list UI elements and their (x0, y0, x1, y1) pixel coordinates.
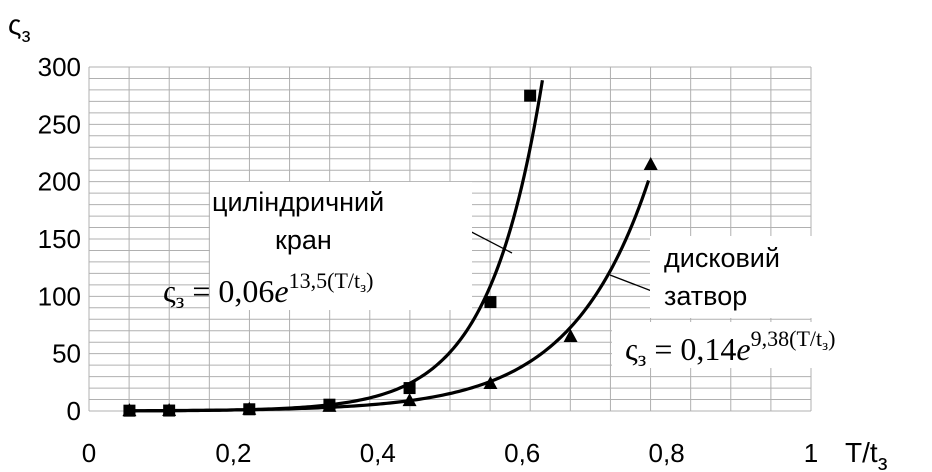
x-tick-label: 0 (82, 438, 96, 468)
disc-formula-lhs-sub: з (638, 346, 647, 371)
disc-formula-background (612, 322, 930, 368)
disc-data-point (643, 156, 658, 170)
disc-formula-e: e (736, 331, 750, 367)
cylinder-formula-paren-sub: з (360, 280, 366, 296)
disc-formula-paren-close: ) (828, 326, 835, 351)
x-axis-title-sub: з (878, 450, 888, 472)
data-markers (122, 89, 658, 417)
cylinder-formula-eq: = 0,06 (184, 273, 274, 309)
disc-data-point (162, 403, 177, 417)
tick-labels: 0 50 100 150 200 250 300 0 0,2 0,4 0,6 0,8 1 (38, 52, 819, 468)
disc-data-point (242, 401, 257, 415)
x-tick-label: 0,2 (215, 438, 251, 468)
y-tick-label: 300 (38, 52, 81, 82)
x-tick-label: 0,8 (649, 438, 685, 468)
cylinder-data-point (403, 382, 416, 395)
disc-label-line1: дисковий (664, 243, 780, 273)
disc-data-point (322, 398, 337, 412)
disc-formula: ςз = 0,14e9,38(T/tз) (625, 326, 835, 371)
y-tick-label: 50 (52, 339, 81, 369)
y-axis-title: ςз (8, 9, 31, 47)
x-tick-label: 1 (804, 438, 818, 468)
y-axis-title-sub: з (22, 25, 31, 47)
y-tick-label: 150 (38, 224, 81, 254)
cylinder-formula-paren: (T/t (327, 268, 360, 293)
disc-data-point (563, 328, 578, 342)
cylinder-formula-paren-close: ) (366, 268, 373, 293)
y-tick-label: 0 (67, 396, 81, 426)
y-tick-label: 200 (38, 167, 81, 197)
cylinder-formula-e: e (274, 273, 288, 309)
x-tick-label: 0,4 (360, 438, 396, 468)
cylinder-data-point (484, 296, 497, 309)
cylinder-formula-lhs: ς (163, 273, 176, 309)
disc-annotation-background (650, 236, 830, 318)
cylinder-annotation: циліндричний кран ςз = 0,06e13,5(T/tз) (163, 182, 472, 313)
disc-data-point (483, 375, 498, 389)
cylinder-formula: ςз = 0,06e13,5(T/tз) (163, 268, 373, 313)
disc-label-line2: затвор (664, 281, 747, 311)
disc-fit-curve (125, 179, 651, 413)
y-axis-title-main: ς (8, 9, 22, 40)
cylinder-data-point (524, 89, 537, 102)
disc-formula-lhs: ς (625, 331, 638, 367)
y-tick-label: 250 (38, 109, 81, 139)
x-axis-title-main: T/t (845, 437, 878, 468)
disc-formula-eq: = 0,14 (646, 331, 736, 367)
x-axis-title: T/tз (845, 437, 888, 472)
disc-data-point (122, 403, 137, 417)
cylinder-label-line2: кран (275, 225, 332, 255)
y-tick-label: 100 (38, 281, 81, 311)
disc-formula-paren-sub: з (822, 338, 828, 354)
disc-formula-paren: (T/t (789, 326, 822, 351)
cylinder-formula-lhs-sub: з (176, 288, 185, 313)
cylinder-label-line1: циліндричний (212, 187, 384, 217)
disc-data-point (402, 393, 417, 407)
x-tick-label: 0,6 (504, 438, 540, 468)
cylinder-formula-exp: 13,5 (289, 268, 328, 293)
disc-formula-exp: 9,38 (751, 326, 790, 351)
disc-annotation: дисковий затвор ςз = 0,14e9,38(T/tз) (612, 236, 930, 371)
cylinder-annotation-background (210, 182, 472, 310)
